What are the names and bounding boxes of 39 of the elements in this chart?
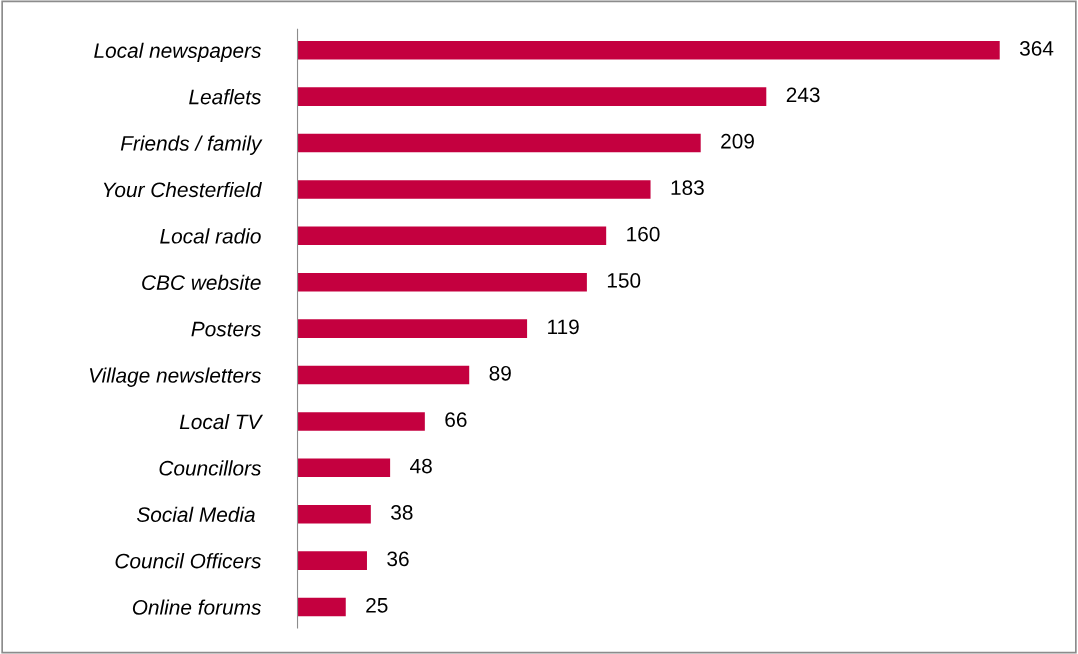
- y-tick-label: CBC website: [142, 274, 261, 290]
- data-label: 38: [391, 505, 413, 520]
- y-tick-label: Your Chesterfield: [103, 181, 262, 198]
- y-tick-label: Leaflets: [189, 89, 261, 105]
- data-label: 89: [489, 365, 511, 381]
- bar: [297, 87, 767, 106]
- data-label: 36: [387, 551, 409, 567]
- data-label: 160: [627, 226, 660, 242]
- y-tick-label: Councillors: [159, 460, 261, 476]
- bar: [297, 133, 701, 153]
- bar: [297, 458, 391, 478]
- y-tick-label: Local newspapers: [94, 42, 261, 63]
- bar: [297, 226, 607, 246]
- bar: [297, 180, 651, 199]
- data-label: 66: [445, 412, 467, 428]
- bar: [297, 551, 367, 570]
- y-tick-label: Posters: [191, 321, 261, 337]
- y-tick-label: Local radio: [160, 228, 261, 244]
- bar: [297, 504, 371, 524]
- bar: [297, 597, 346, 617]
- bar: [297, 412, 425, 431]
- bar: [297, 40, 1000, 60]
- y-tick-label: Online forums: [132, 599, 261, 615]
- y-tick-label: Social Media: [136, 506, 255, 523]
- y-tick-label: Council Officers: [115, 553, 261, 569]
- data-label: 150: [607, 273, 641, 288]
- data-label: 243: [786, 87, 820, 103]
- y-tick-label: Village newsletters: [89, 367, 261, 387]
- data-label: 25: [366, 597, 388, 613]
- bar: [297, 365, 470, 385]
- data-label: 364: [1019, 41, 1054, 56]
- data-label: 209: [721, 133, 754, 149]
- data-label: 183: [671, 180, 704, 196]
- y-tick-label: Local TV: [179, 413, 264, 430]
- data-label: 119: [548, 319, 579, 335]
- y-tick-label: Friends / family: [120, 135, 263, 155]
- data-label: 48: [410, 458, 432, 474]
- bar: [297, 272, 587, 292]
- bar: [297, 319, 528, 338]
